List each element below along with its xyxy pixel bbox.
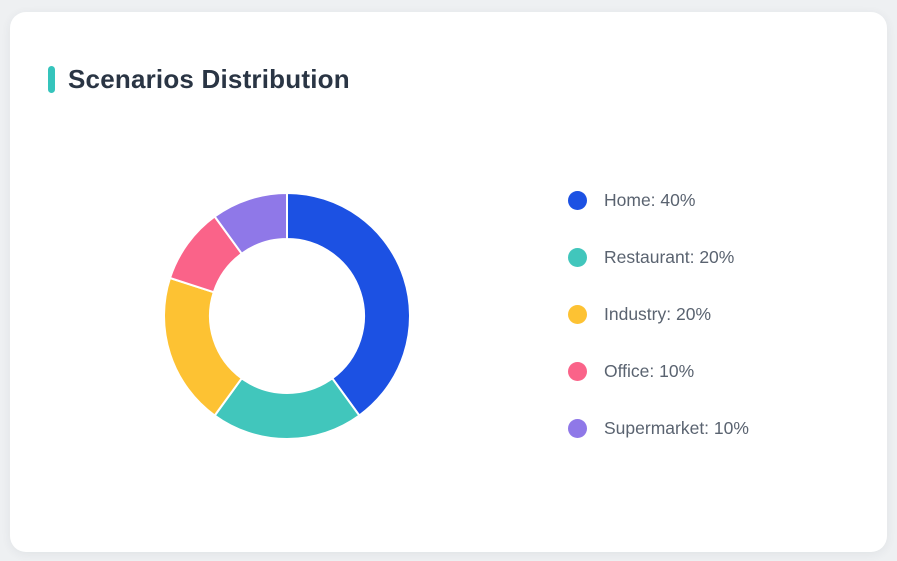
legend-label: Office: 10% bbox=[604, 360, 695, 381]
legend-label: Supermarket: 10% bbox=[604, 417, 749, 438]
donut-segment-industry[interactable] bbox=[163, 276, 243, 417]
legend-item-industry[interactable]: Industry: 20% bbox=[568, 304, 749, 324]
legend-color-dot bbox=[568, 304, 587, 324]
legend-item-home[interactable]: Home: 40% bbox=[568, 190, 749, 210]
donut-segment-supermarket[interactable] bbox=[213, 192, 288, 255]
legend-color-dot bbox=[568, 361, 587, 381]
page-title: Scenarios Distribution bbox=[68, 64, 350, 94]
donut-chart[interactable] bbox=[162, 191, 412, 441]
chart-legend: Home: 40% Restaurant: 20% Industry: 20% Off… bbox=[568, 190, 749, 438]
donut-chart-container bbox=[162, 191, 412, 441]
legend-item-supermarket[interactable]: Supermarket: 10% bbox=[568, 418, 749, 438]
card-header: Scenarios Distribution bbox=[48, 64, 350, 95]
legend-label: Restaurant: 20% bbox=[604, 246, 735, 267]
legend-label: Home: 40% bbox=[604, 189, 696, 210]
legend-item-office[interactable]: Office: 10% bbox=[568, 361, 749, 381]
legend-color-dot bbox=[568, 247, 587, 267]
title-accent-bar bbox=[48, 66, 55, 93]
legend-color-dot bbox=[568, 190, 587, 210]
legend-item-restaurant[interactable]: Restaurant: 20% bbox=[568, 247, 749, 267]
scenarios-distribution-card: Scenarios Distribution Home: 40% Restaura… bbox=[10, 12, 887, 552]
legend-label: Industry: 20% bbox=[604, 303, 711, 324]
donut-segment-home[interactable] bbox=[286, 192, 411, 417]
legend-color-dot bbox=[568, 418, 587, 438]
donut-segment-restaurant[interactable] bbox=[213, 377, 361, 440]
